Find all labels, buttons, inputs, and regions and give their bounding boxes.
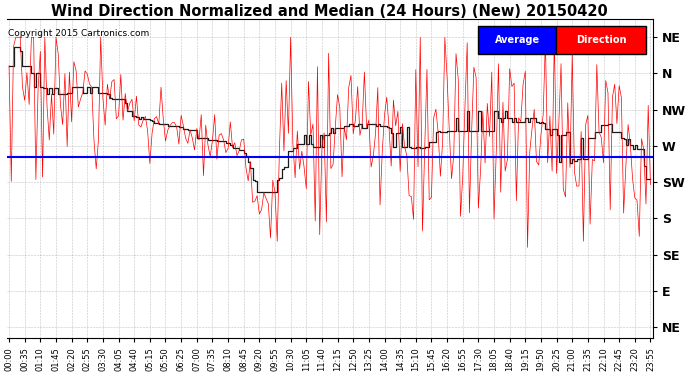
- FancyBboxPatch shape: [556, 26, 647, 54]
- Text: Direction: Direction: [575, 35, 627, 45]
- Text: Average: Average: [495, 35, 540, 45]
- FancyBboxPatch shape: [478, 26, 556, 54]
- Text: Copyright 2015 Cartronics.com: Copyright 2015 Cartronics.com: [8, 29, 149, 38]
- Title: Wind Direction Normalized and Median (24 Hours) (New) 20150420: Wind Direction Normalized and Median (24…: [51, 4, 608, 19]
